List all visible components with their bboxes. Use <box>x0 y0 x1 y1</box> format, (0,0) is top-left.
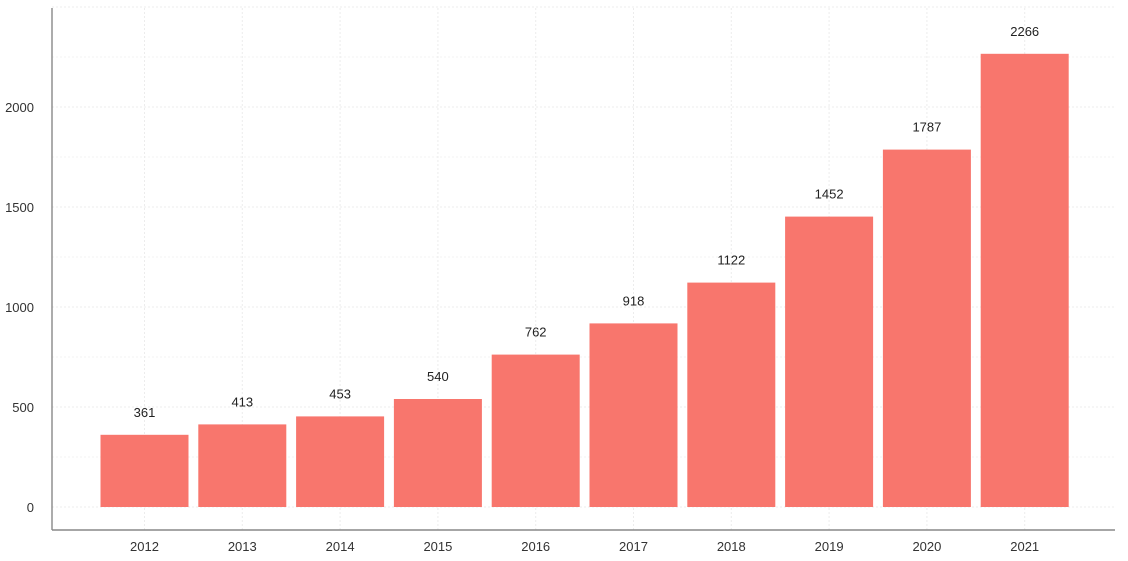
x-tick-label-2016: 2016 <box>521 539 550 554</box>
bar-2017 <box>589 323 678 507</box>
data-label-2013: 413 <box>231 394 253 409</box>
data-label-2015: 540 <box>427 369 449 384</box>
x-tick-label-2019: 2019 <box>815 539 844 554</box>
x-tick-label-2015: 2015 <box>423 539 452 554</box>
y-tick-label-2000: 2000 <box>5 100 34 115</box>
y-axis-tick-labels: 0 500 1000 1500 2000 <box>5 100 34 515</box>
data-label-2021: 2266 <box>1010 24 1039 39</box>
x-tick-label-2018: 2018 <box>717 539 746 554</box>
data-labels: 361 413 453 540 762 918 1122 1452 1787 2266 <box>134 24 1040 420</box>
bar-2021 <box>980 53 1069 508</box>
y-tick-label-500: 500 <box>12 400 34 415</box>
bar-2016 <box>491 354 580 507</box>
data-label-2017: 918 <box>623 293 645 308</box>
x-axis-tick-labels: 2012 2013 2014 2015 2016 2017 2018 2019 2020 2021 <box>130 539 1039 554</box>
data-label-2016: 762 <box>525 325 547 340</box>
x-tick-label-2012: 2012 <box>130 539 159 554</box>
data-label-2020: 1787 <box>912 120 941 135</box>
data-label-2014: 453 <box>329 386 351 401</box>
x-tick-label-2013: 2013 <box>228 539 257 554</box>
x-tick-label-2020: 2020 <box>912 539 941 554</box>
bar-2018 <box>687 282 776 507</box>
y-tick-label-1500: 1500 <box>5 200 34 215</box>
y-tick-label-0: 0 <box>27 500 34 515</box>
data-label-2019: 1452 <box>815 187 844 202</box>
y-tick-label-1000: 1000 <box>5 300 34 315</box>
data-label-2012: 361 <box>134 405 156 420</box>
x-tick-label-2021: 2021 <box>1010 539 1039 554</box>
bar-2014 <box>296 416 385 507</box>
bar-2012 <box>100 434 189 507</box>
bar-2019 <box>785 216 874 507</box>
bars <box>100 53 1069 508</box>
bar-2020 <box>882 149 971 507</box>
x-tick-label-2014: 2014 <box>326 539 355 554</box>
x-tick-label-2017: 2017 <box>619 539 648 554</box>
bar-2013 <box>198 424 287 507</box>
data-label-2018: 1122 <box>717 253 745 268</box>
bar-2015 <box>393 399 482 507</box>
